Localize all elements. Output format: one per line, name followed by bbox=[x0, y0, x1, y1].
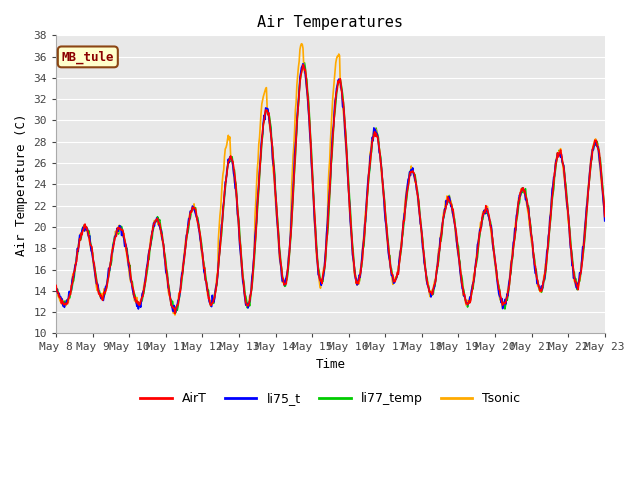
li77_temp bbox=[552, 162, 560, 168]
li77_temp bbox=[431, 284, 438, 289]
Line: Tsonic: Tsonic bbox=[56, 44, 605, 315]
AirT bbox=[171, 311, 179, 316]
li77_temp bbox=[173, 307, 181, 313]
Tsonic bbox=[552, 156, 560, 162]
Tsonic bbox=[298, 41, 305, 47]
Tsonic bbox=[197, 243, 205, 249]
Tsonic bbox=[601, 215, 609, 220]
Tsonic bbox=[377, 160, 385, 166]
AirT bbox=[377, 160, 385, 166]
li75_t bbox=[171, 309, 179, 315]
AirT bbox=[197, 238, 205, 244]
li77_temp bbox=[197, 237, 205, 242]
Line: li75_t: li75_t bbox=[56, 64, 605, 312]
li75_t bbox=[552, 158, 560, 164]
li75_t bbox=[324, 220, 332, 226]
li75_t bbox=[197, 240, 205, 246]
li77_temp bbox=[324, 232, 332, 238]
AirT bbox=[552, 160, 560, 166]
AirT bbox=[601, 214, 609, 219]
li75_t bbox=[431, 281, 438, 287]
Tsonic bbox=[173, 302, 181, 308]
Legend: AirT, li75_t, li77_temp, Tsonic: AirT, li75_t, li77_temp, Tsonic bbox=[135, 387, 525, 410]
AirT bbox=[173, 302, 181, 308]
Tsonic bbox=[52, 288, 60, 293]
li75_t bbox=[299, 61, 307, 67]
Tsonic bbox=[171, 312, 179, 318]
AirT bbox=[431, 281, 438, 287]
Line: AirT: AirT bbox=[56, 65, 605, 313]
Tsonic bbox=[324, 219, 332, 225]
X-axis label: Time: Time bbox=[316, 358, 346, 371]
Y-axis label: Air Temperature (C): Air Temperature (C) bbox=[15, 113, 28, 256]
li77_temp bbox=[601, 208, 609, 214]
Tsonic bbox=[431, 277, 438, 283]
li77_temp bbox=[301, 60, 308, 66]
li77_temp bbox=[172, 310, 180, 315]
li75_t bbox=[173, 302, 181, 308]
li77_temp bbox=[52, 285, 60, 290]
li75_t bbox=[377, 159, 385, 165]
Line: li77_temp: li77_temp bbox=[56, 63, 605, 312]
li77_temp bbox=[377, 154, 385, 160]
li75_t bbox=[52, 288, 60, 294]
li75_t bbox=[601, 218, 609, 224]
AirT bbox=[324, 231, 332, 237]
AirT bbox=[52, 283, 60, 288]
Title: Air Temperatures: Air Temperatures bbox=[257, 15, 403, 30]
AirT bbox=[299, 62, 307, 68]
Text: MB_tule: MB_tule bbox=[61, 50, 114, 63]
